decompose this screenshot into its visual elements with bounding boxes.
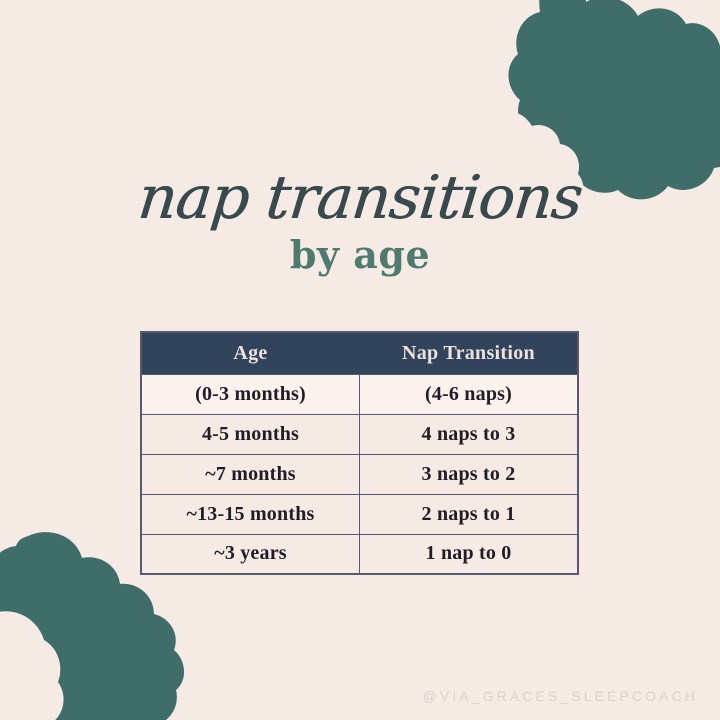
table-row: ~7 months 3 naps to 2	[140, 453, 579, 495]
table-header-row: Age Nap Transition	[140, 331, 579, 375]
nap-transitions-table: Age Nap Transition (0-3 months) (4-6 nap…	[140, 331, 579, 575]
title-block: nap transitions by age	[0, 163, 720, 277]
nap-transitions-table-container: Age Nap Transition (0-3 months) (4-6 nap…	[140, 331, 579, 575]
cell-age: ~13-15 months	[140, 493, 360, 535]
cell-age: (0-3 months)	[140, 373, 360, 415]
page-title: nap transitions	[134, 163, 586, 233]
table-body: (0-3 months) (4-6 naps) 4-5 months 4 nap…	[140, 373, 579, 575]
cell-transition: 1 nap to 0	[359, 533, 579, 575]
column-header-age: Age	[140, 331, 360, 375]
cell-transition: (4-6 naps)	[359, 373, 579, 415]
cell-age: ~3 years	[140, 533, 360, 575]
cell-transition: 2 naps to 1	[359, 493, 579, 535]
table-row: (0-3 months) (4-6 naps)	[140, 373, 579, 415]
cell-transition: 4 naps to 3	[359, 413, 579, 455]
table-row: ~13-15 months 2 naps to 1	[140, 493, 579, 535]
cell-age: 4-5 months	[140, 413, 360, 455]
cell-age: ~7 months	[140, 453, 360, 495]
table-head: Age Nap Transition	[140, 331, 579, 375]
table-row: ~3 years 1 nap to 0	[140, 533, 579, 575]
page-subtitle: by age	[289, 232, 431, 277]
column-header-nap-transition: Nap Transition	[359, 331, 579, 375]
table-row: 4-5 months 4 naps to 3	[140, 413, 579, 455]
watermark-handle: @VIA_GRACES_SLEEPCOACH	[422, 688, 698, 704]
cell-transition: 3 naps to 2	[359, 453, 579, 495]
